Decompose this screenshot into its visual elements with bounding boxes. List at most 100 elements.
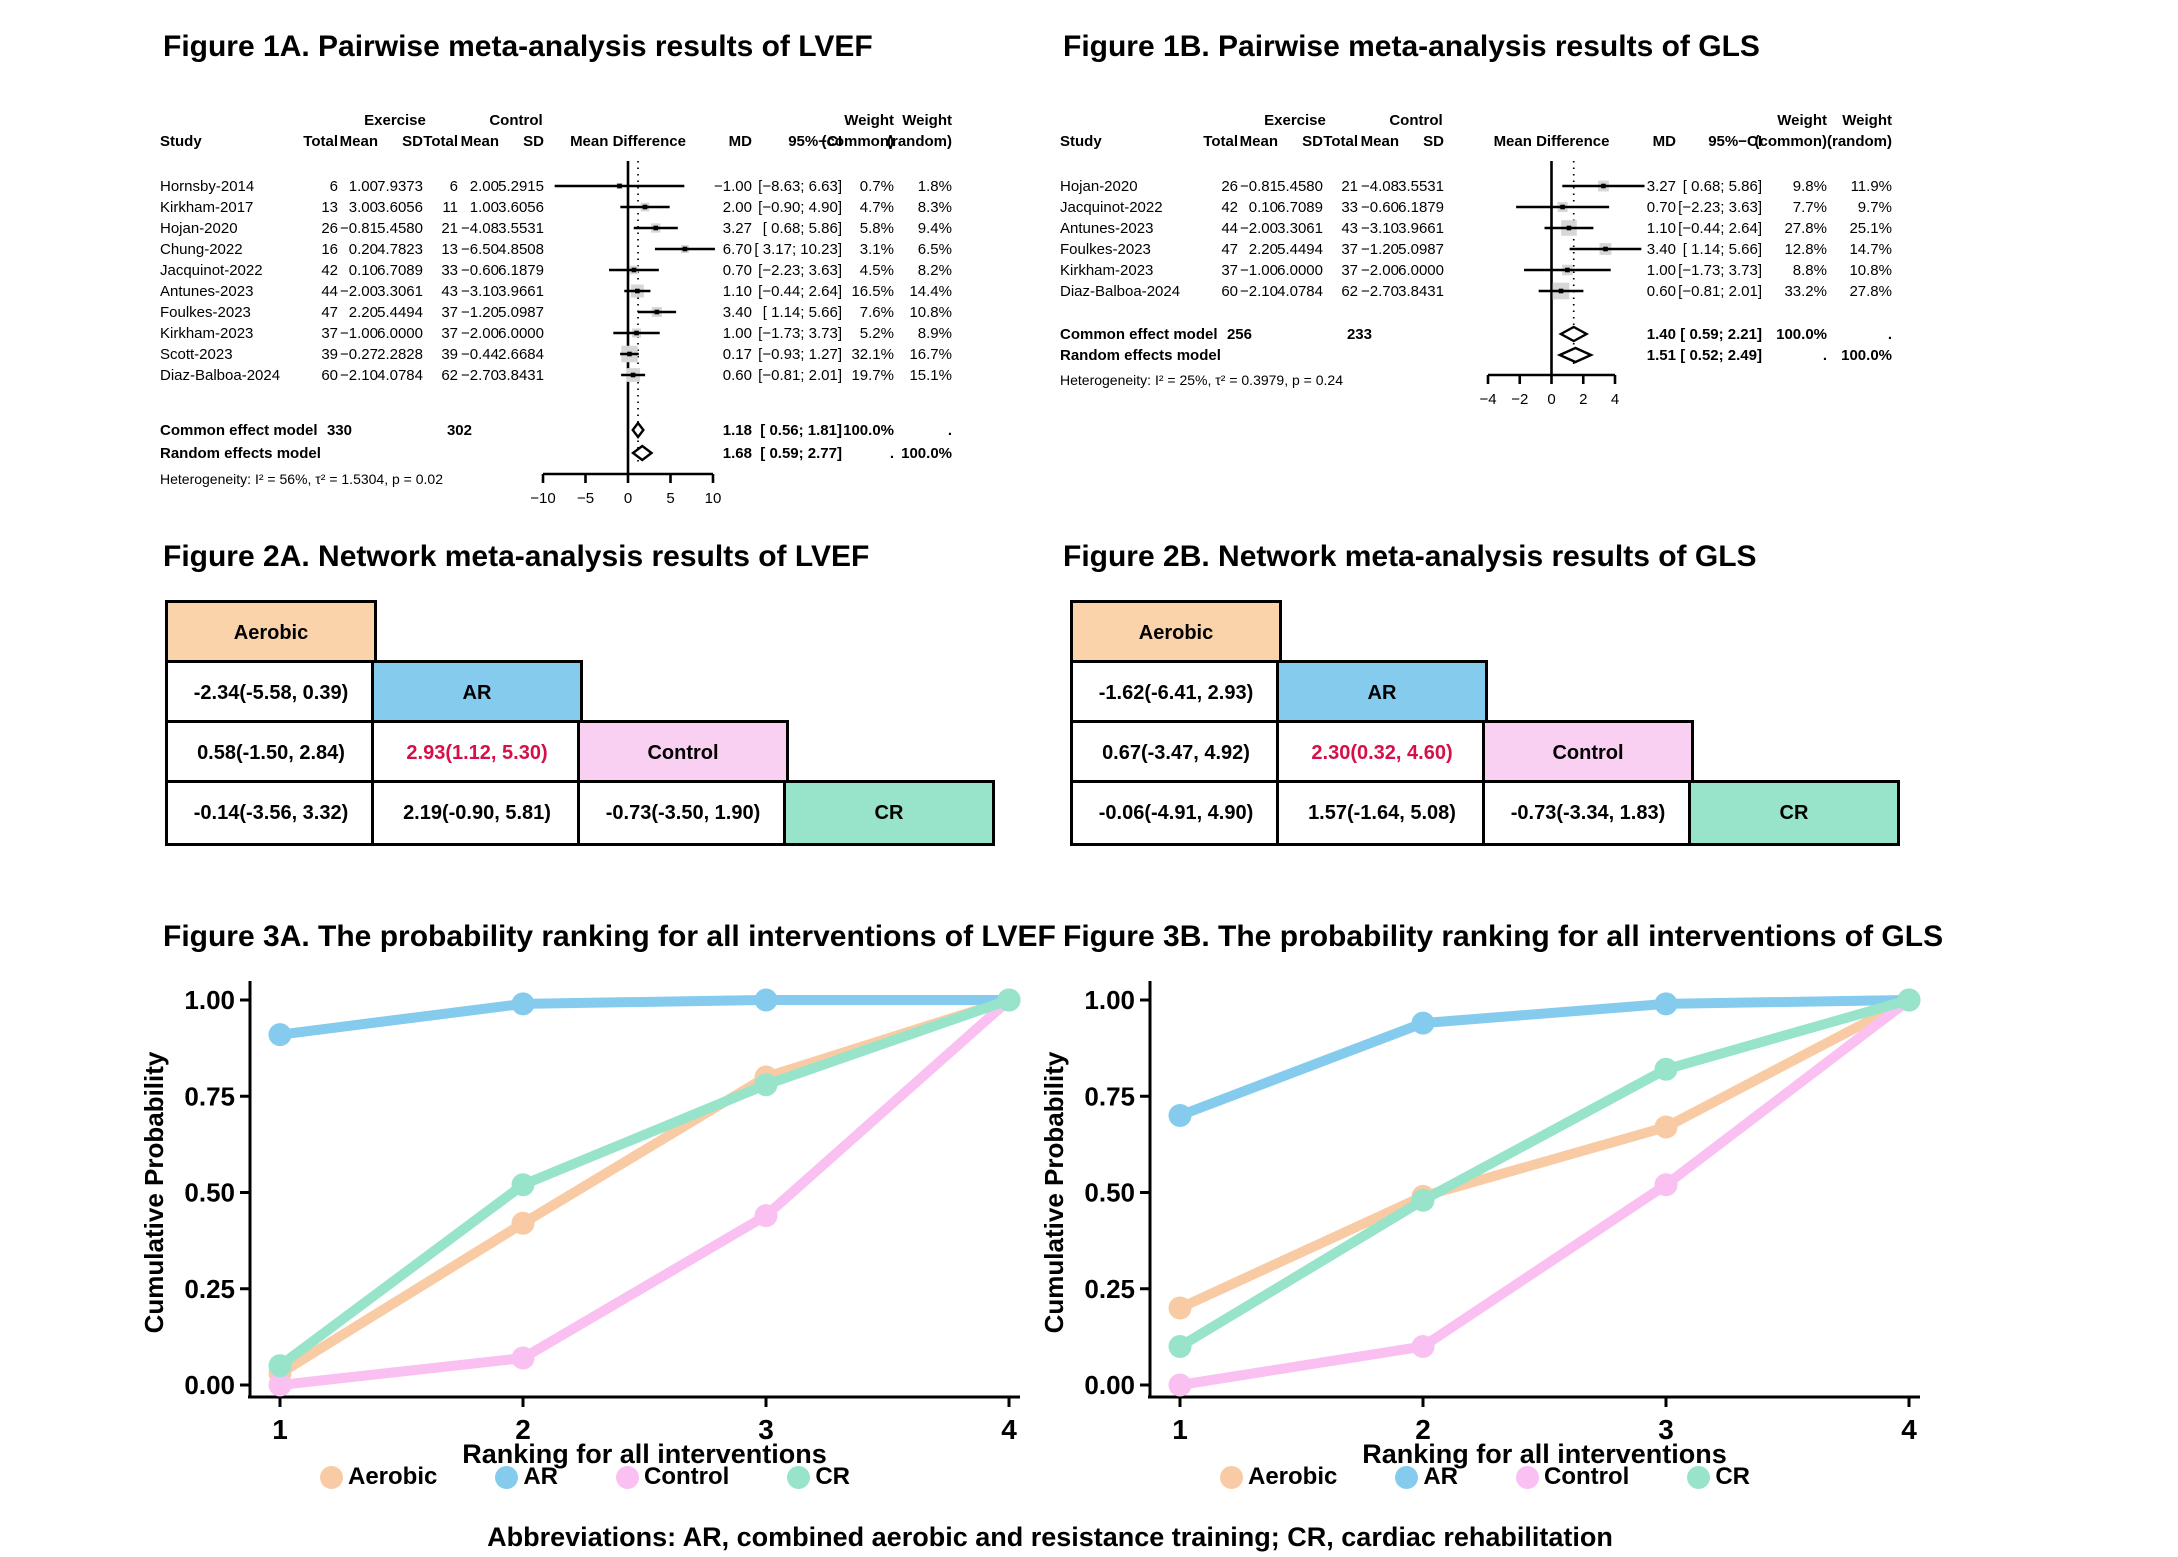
point-estimate-marker xyxy=(1603,246,1608,252)
legend-label: CR xyxy=(815,1463,850,1490)
text-label: 4.0784 xyxy=(377,367,423,384)
data-point xyxy=(511,1211,535,1235)
axis-tick-label: 0 xyxy=(1547,391,1555,408)
md-value: 1.00 xyxy=(1647,262,1676,279)
x-tick-label: 4 xyxy=(1901,1414,1917,1445)
control-group-header: Control xyxy=(1389,112,1442,129)
text-label: 62 xyxy=(1341,283,1358,300)
study-name: Jacquinot-2022 xyxy=(160,262,263,279)
estimate-cell: -0.73(-3.34, 1.83) xyxy=(1482,780,1694,846)
fig3b-legend: Aerobic AR Control CR xyxy=(1035,1463,1935,1491)
y-tick-label: 0.25 xyxy=(1084,1274,1135,1304)
text-label: −2.70 xyxy=(1361,283,1399,300)
text-label: 5.0987 xyxy=(1398,241,1444,258)
model-label: Common effect model xyxy=(1060,326,1218,343)
axis-tick-label: −10 xyxy=(530,490,555,507)
text-label: 42 xyxy=(1221,199,1238,216)
y-tick-label: 1.00 xyxy=(184,985,235,1015)
weight-random-header: Weight xyxy=(902,112,952,129)
data-point xyxy=(1411,1335,1435,1358)
text-label: 3.6056 xyxy=(377,199,423,216)
y-axis-title: Cumulative Probability xyxy=(1039,1051,1069,1333)
exercise-group-header: Exercise xyxy=(364,112,426,129)
ci-value: [ 1.14; 5.66] xyxy=(1683,241,1762,258)
control-group-header: Control xyxy=(489,112,542,129)
text-label: 21 xyxy=(1341,178,1358,195)
study-name: Hornsby-2014 xyxy=(160,178,254,195)
text-label: −0.60 xyxy=(1361,199,1399,216)
study-name: Hojan-2020 xyxy=(160,220,238,237)
treatment-cell-cr: CR xyxy=(1688,780,1900,846)
legend-item-ar: AR xyxy=(495,1463,558,1491)
legend-label: CR xyxy=(1715,1463,1750,1490)
weight-random-value: 10.8% xyxy=(1849,262,1892,279)
y-tick-label: 0.00 xyxy=(1084,1370,1135,1400)
text-label: 6 xyxy=(450,178,458,195)
model-label: Random effects model xyxy=(1060,347,1221,364)
forest-study-row: Antunes-2023 44 −2.00 3.3061 43 −3.10 3.9661 1.… xyxy=(1060,220,1892,237)
md-value: 0.60 xyxy=(723,367,752,384)
data-point xyxy=(1168,1373,1192,1397)
md-value: −1.00 xyxy=(714,178,752,195)
forest-study-row: Kirkham-2023 37 −1.00 6.0000 37 −2.00 6.0000 1.… xyxy=(160,325,952,342)
y-tick-label: 0.75 xyxy=(184,1081,235,1111)
heterogeneity-note: Heterogeneity: I² = 25%, τ² = 0.3979, p … xyxy=(1060,372,1343,388)
weight-common-header: Weight xyxy=(1777,112,1827,129)
md-value: 1.00 xyxy=(723,325,752,342)
text-label: 6 xyxy=(330,178,338,195)
text-label: 6.0000 xyxy=(377,325,423,342)
text-label: −0.44 xyxy=(461,346,499,363)
text-label: 6.0000 xyxy=(498,325,544,342)
text-label: 2.20 xyxy=(1249,241,1278,258)
text-label: 1.18 xyxy=(723,422,752,439)
text-label: 13 xyxy=(321,199,338,216)
fig2b-league-table: Aerobic -1.62(-6.41, 2.93) AR 0.67(-3.47, 4… xyxy=(1070,600,1900,846)
axis-tick-label: −5 xyxy=(577,490,594,507)
text-label: −6.50 xyxy=(461,241,499,258)
text-label: SD xyxy=(1302,133,1323,150)
ci-value: [−0.81; 2.01] xyxy=(758,367,842,384)
point-estimate-marker xyxy=(682,246,688,252)
text-label: 60 xyxy=(1221,283,1238,300)
ci-value: [−0.81; 2.01] xyxy=(1678,283,1762,300)
forest-study-row: Chung-2022 16 0.20 4.7823 13 −6.50 4.8508 6.70[… xyxy=(160,241,952,258)
text-label: 44 xyxy=(1221,220,1238,237)
md-value: 3.27 xyxy=(723,220,752,237)
series-line xyxy=(275,995,1014,1371)
x-tick-label: 1 xyxy=(1172,1414,1188,1445)
axis-tick-label: −2 xyxy=(1511,391,1528,408)
point-estimate-marker xyxy=(634,330,639,336)
study-name: Jacquinot-2022 xyxy=(1060,199,1163,216)
md-value: 0.70 xyxy=(723,262,752,279)
text-label: (random) xyxy=(1827,133,1892,150)
abbreviations-footer: Abbreviations: AR, combined aerobic and … xyxy=(487,1522,1613,1552)
weight-random-value: 10.8% xyxy=(909,304,952,321)
common-effect-row: Common effect model 330 302 1.18 [ 0.56; 1.8… xyxy=(160,421,952,439)
legend-dot xyxy=(1395,1465,1419,1489)
study-name: Diaz-Balboa-2024 xyxy=(160,367,280,384)
weight-common-value: 5.2% xyxy=(860,325,894,342)
study-name: Scott-2023 xyxy=(160,346,233,363)
estimate-cell: -0.73(-3.50, 1.90) xyxy=(577,780,789,846)
text-label: 16 xyxy=(321,241,338,258)
axis-tick-label: 4 xyxy=(1611,391,1619,408)
legend-item-ar: AR xyxy=(1395,1463,1458,1491)
text-label: 6.1879 xyxy=(498,262,544,279)
text-label: 42 xyxy=(321,262,338,279)
text-label: 302 xyxy=(447,422,472,439)
ci-value: [ 0.68; 5.86] xyxy=(1683,178,1762,195)
weight-common-value: 7.7% xyxy=(1793,199,1827,216)
fig3a-legend: Aerobic AR Control CR xyxy=(135,1463,1035,1491)
md-value: 3.27 xyxy=(1647,178,1676,195)
weight-random-value: 8.9% xyxy=(918,325,952,342)
weight-random-value: 11.9% xyxy=(1851,178,1892,195)
treatment-cell-cr: CR xyxy=(783,780,995,846)
x-tick-label: 3 xyxy=(1658,1414,1674,1445)
series-line xyxy=(275,995,1014,1040)
text-label: −2.10 xyxy=(340,367,378,384)
text-label: Mean xyxy=(1361,133,1399,150)
estimate-cell: 2.93(1.12, 5.30) xyxy=(371,720,583,786)
point-estimate-marker xyxy=(1558,288,1564,294)
